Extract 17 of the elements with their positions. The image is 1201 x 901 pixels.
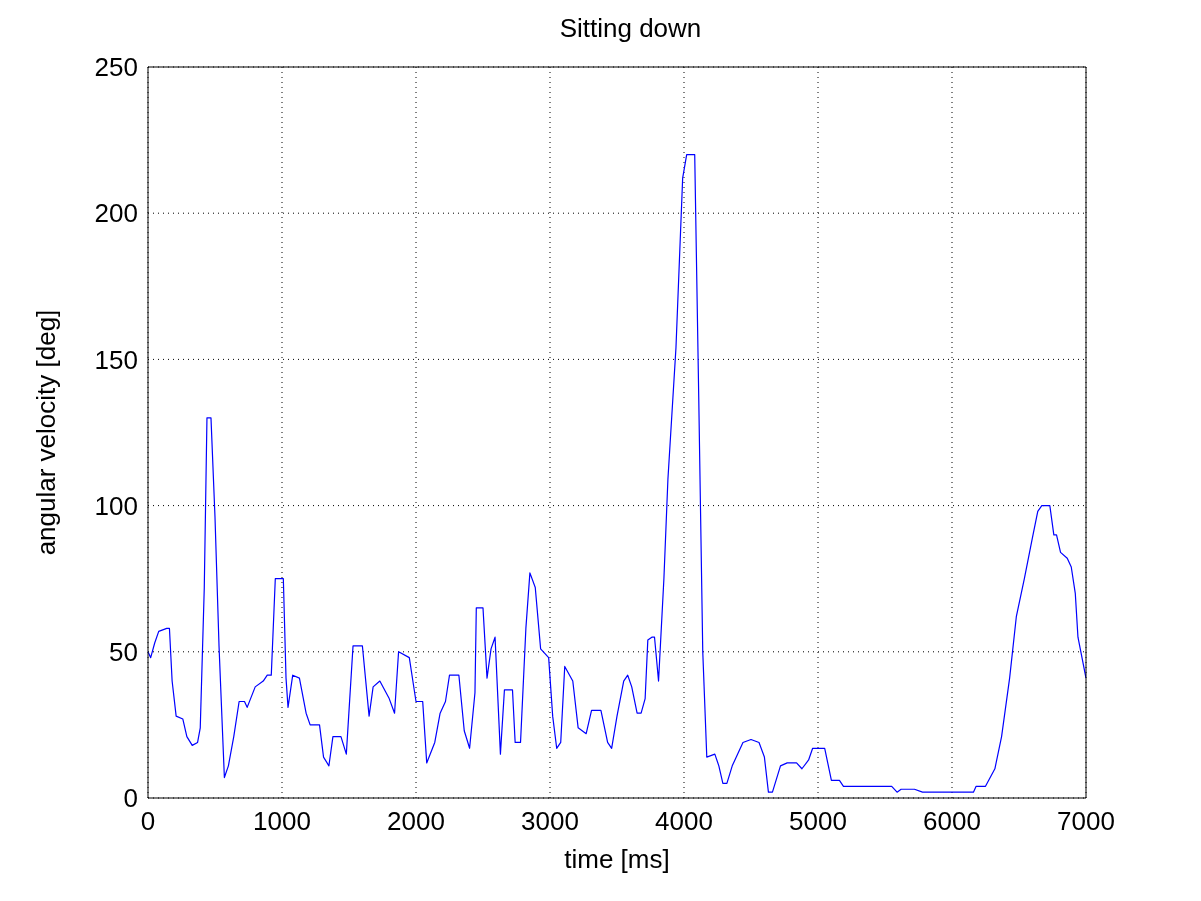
- x-tick-label: 7000: [1057, 806, 1115, 837]
- x-axis-title: time [ms]: [564, 844, 670, 874]
- y-axis-title: angular velocity [deg]: [31, 309, 62, 556]
- x-tick-label: 2000: [387, 806, 445, 837]
- x-tick-label: 1000: [253, 806, 311, 837]
- chart-title: Sitting down: [559, 13, 702, 43]
- y-tick-label: 250: [94, 52, 138, 83]
- y-tick-label: 200: [94, 198, 138, 229]
- y-tick-label: 0: [123, 783, 138, 814]
- x-tick-label: 3000: [521, 806, 579, 837]
- y-tick-label: 150: [94, 344, 138, 375]
- y-tick-label: 100: [94, 490, 138, 521]
- x-tick-label: 5000: [789, 806, 847, 837]
- x-tick-label: 6000: [923, 806, 981, 837]
- x-tick-label: 4000: [655, 806, 713, 837]
- line-series: [148, 154, 1086, 793]
- y-tick-label: 50: [109, 637, 138, 668]
